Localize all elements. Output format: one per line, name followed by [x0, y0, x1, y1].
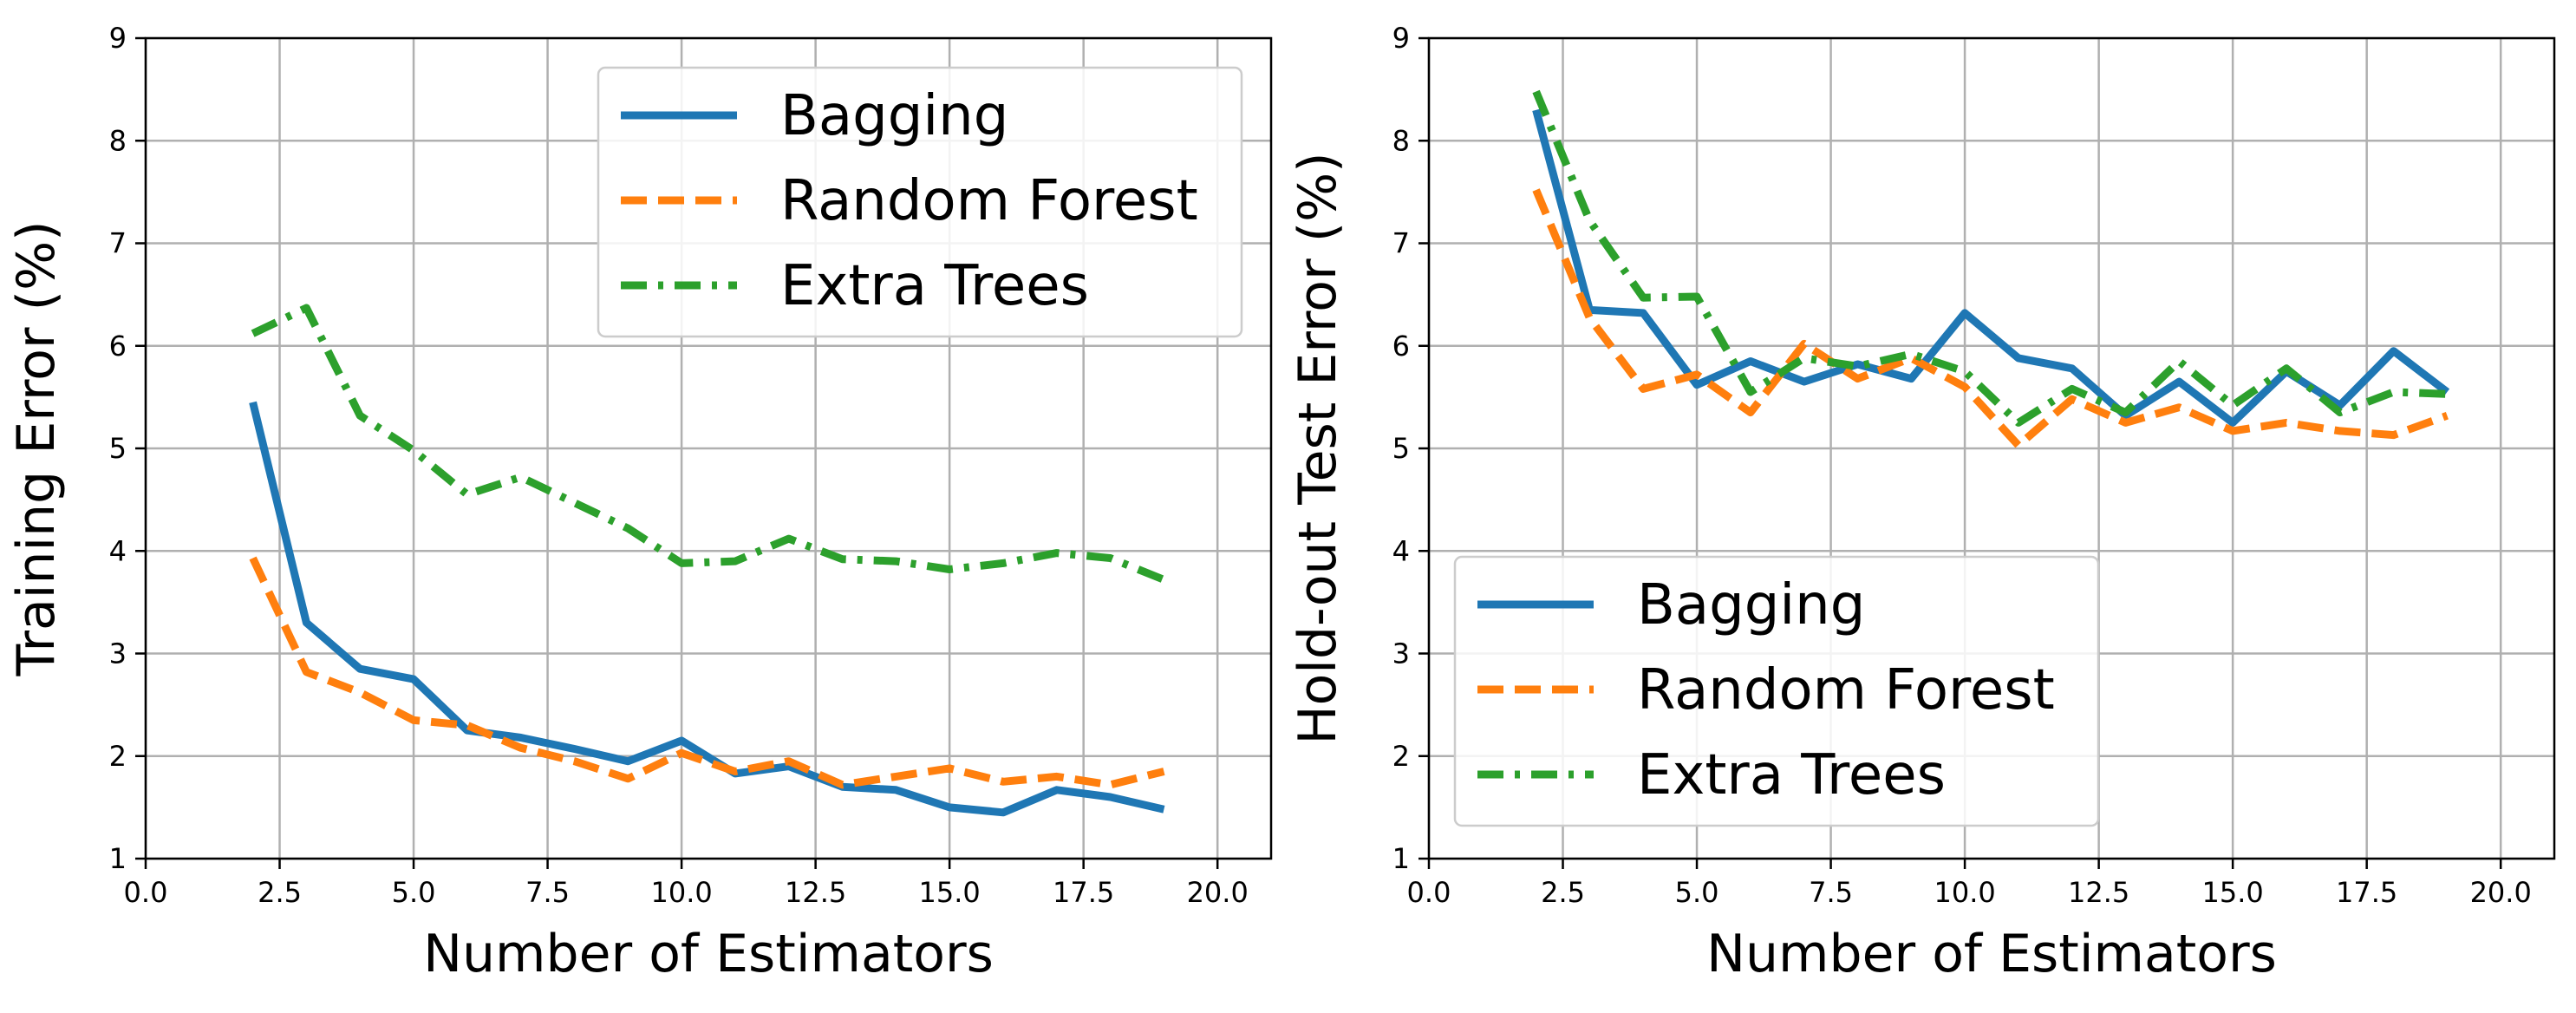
y-tick-label: 2	[1392, 740, 1410, 773]
y-tick-label: 6	[1392, 330, 1410, 363]
y-tick-label: 4	[109, 534, 127, 567]
ticks: 0.0 2.5 5.0 7.5 10.0 12.5 15.0 17.5 20.0 1 2 3 4 5 6 7 8…	[109, 22, 1249, 909]
legend-box	[1453, 555, 2100, 827]
y-tick-label: 5	[1392, 432, 1410, 465]
x-tick-label: 7.5	[1809, 876, 1853, 909]
x-tick-label: 15.0	[2202, 876, 2264, 909]
x-tick-label: 7.5	[525, 876, 570, 909]
ticks: 0.0 2.5 5.0 7.5 10.0 12.5 15.0 17.5 20.0 1 2 3 4 5 6 7 8…	[1392, 22, 2532, 909]
legend-label: Random Forest	[780, 169, 1198, 233]
y-tick-label: 9	[1392, 22, 1410, 55]
y-tick-label: 1	[1392, 842, 1410, 875]
x-tick-label: 5.0	[392, 876, 436, 909]
series-line-extra-trees	[251, 304, 1166, 584]
x-tick-label: 0.0	[1407, 876, 1451, 909]
x-tick-label: 15.0	[919, 876, 981, 909]
legend: Bagging Random Forest Extra Trees	[597, 66, 1243, 338]
x-tick-label: 20.0	[2470, 876, 2532, 909]
x-tick-label: 2.5	[1541, 876, 1585, 909]
y-tick-label: 4	[1392, 534, 1410, 567]
y-tick-label: 2	[109, 740, 127, 773]
legend-label: Extra Trees	[780, 254, 1089, 318]
x-tick-label: 12.5	[2068, 876, 2129, 909]
x-tick-label: 10.0	[650, 876, 712, 909]
y-tick-label: 7	[109, 227, 127, 260]
legend-box	[597, 66, 1243, 338]
panels: 0.0 2.5 5.0 7.5 10.0 12.5 15.0 17.5 20.012345678…	[6, 22, 2556, 984]
y-tick-label: 8	[1392, 124, 1410, 157]
legend-label: Bagging	[780, 84, 1008, 148]
x-tick-label: 17.5	[1053, 876, 1114, 909]
series-line-random-forest	[249, 556, 1165, 789]
y-tick-label: 3	[109, 637, 127, 670]
y-tick-label: 7	[1392, 227, 1410, 260]
legend-label: Bagging	[1637, 573, 1865, 637]
x-tick-label: 10.0	[1934, 876, 1995, 909]
y-axis-title: Training Error (%)	[6, 221, 67, 677]
y-axis-title: Hold-out Test Error (%)	[1288, 152, 1348, 744]
y-tick-label: 6	[109, 330, 127, 363]
x-tick-label: 2.5	[258, 876, 302, 909]
y-tick-label: 1	[109, 842, 127, 875]
legend-label: Extra Trees	[1637, 743, 1946, 807]
x-tick-label: 12.5	[785, 876, 846, 909]
y-tick-label: 3	[1392, 637, 1410, 670]
y-tick-label: 8	[109, 124, 127, 157]
series-line-random-forest	[1532, 188, 2449, 449]
x-axis-title: Number of Estimators	[423, 924, 994, 984]
chart-panel-2: 0.0 2.5 5.0 7.5 10.0 12.5 15.0 17.5 20.0 1 2 3 4 5 6 7 8…	[1288, 22, 2556, 984]
x-axis-title: Number of Estimators	[1706, 924, 2277, 984]
series-lines	[1532, 89, 2450, 449]
y-tick-label: 5	[109, 432, 127, 465]
legend: Bagging Random Forest Extra Trees	[1453, 555, 2100, 827]
x-tick-label: 17.5	[2336, 876, 2397, 909]
series-lines	[249, 304, 1166, 817]
series-line-extra-trees	[1532, 89, 2448, 427]
legend-label: Random Forest	[1637, 658, 2055, 722]
y-tick-label: 9	[109, 22, 127, 55]
series-line-bagging	[249, 401, 1165, 817]
chart-panel-1: 0.0 2.5 5.0 7.5 10.0 12.5 15.0 17.5 20.0 1 2 3 4 5 6 7 8…	[6, 22, 1273, 984]
x-tick-label: 20.0	[1187, 876, 1249, 909]
x-tick-label: 5.0	[1675, 876, 1719, 909]
x-tick-label: 0.0	[124, 876, 168, 909]
